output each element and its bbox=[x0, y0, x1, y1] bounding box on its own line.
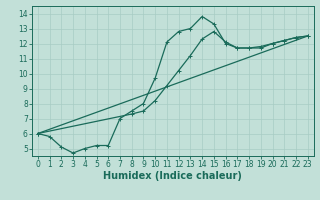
X-axis label: Humidex (Indice chaleur): Humidex (Indice chaleur) bbox=[103, 171, 242, 181]
